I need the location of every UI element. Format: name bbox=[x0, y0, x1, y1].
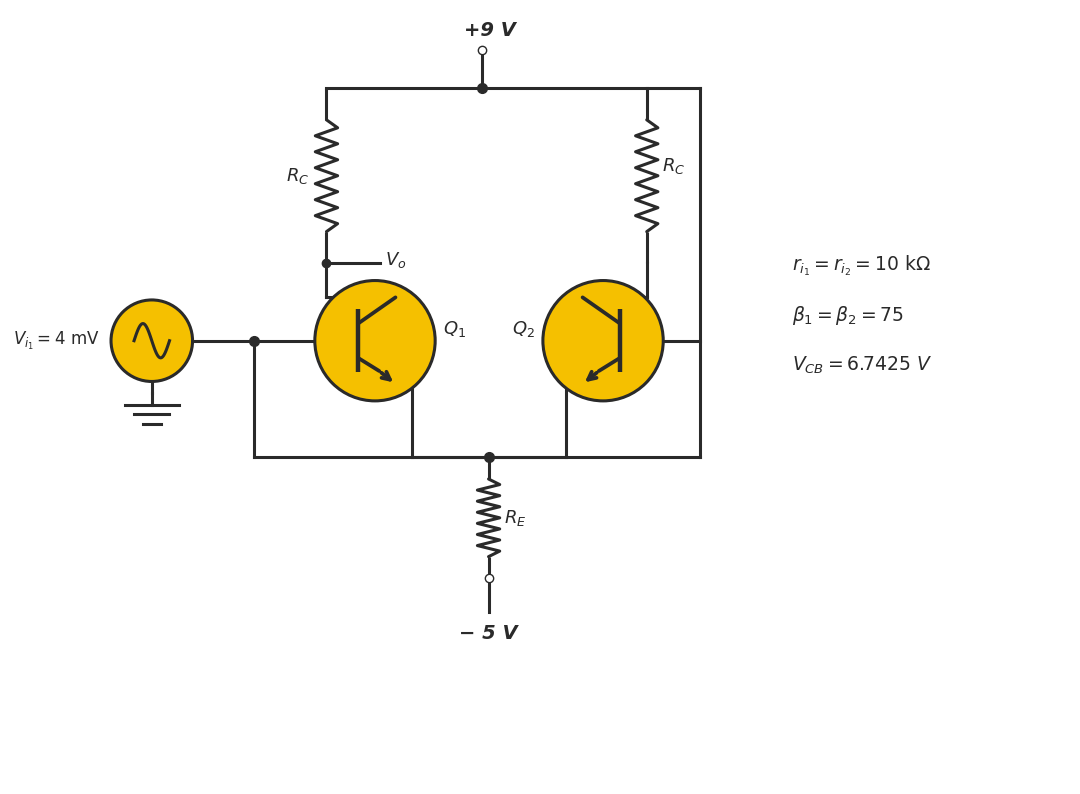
Circle shape bbox=[315, 280, 435, 401]
Text: $Q_2$: $Q_2$ bbox=[512, 319, 535, 339]
Text: $V_{CB} = 6.7425\ V$: $V_{CB} = 6.7425\ V$ bbox=[793, 354, 933, 376]
Text: $R_E$: $R_E$ bbox=[504, 508, 527, 528]
Text: $r_{i_1} = r_{i_2} = 10\ \mathrm{k\Omega}$: $r_{i_1} = r_{i_2} = 10\ \mathrm{k\Omega… bbox=[793, 253, 931, 278]
Circle shape bbox=[111, 300, 192, 381]
Text: $V_o$: $V_o$ bbox=[384, 250, 406, 270]
Text: $\beta_1 = \beta_2 = 75$: $\beta_1 = \beta_2 = 75$ bbox=[793, 304, 904, 327]
Text: $Q_1$: $Q_1$ bbox=[443, 319, 465, 339]
Text: +9 V: +9 V bbox=[463, 21, 515, 40]
Text: $V_{i_1} = 4\ \mathrm{mV}$: $V_{i_1} = 4\ \mathrm{mV}$ bbox=[13, 330, 99, 352]
Text: − 5 V: − 5 V bbox=[459, 624, 517, 643]
Circle shape bbox=[543, 280, 663, 401]
Text: $R_C$: $R_C$ bbox=[662, 156, 686, 176]
Text: $R_C$: $R_C$ bbox=[286, 166, 309, 186]
